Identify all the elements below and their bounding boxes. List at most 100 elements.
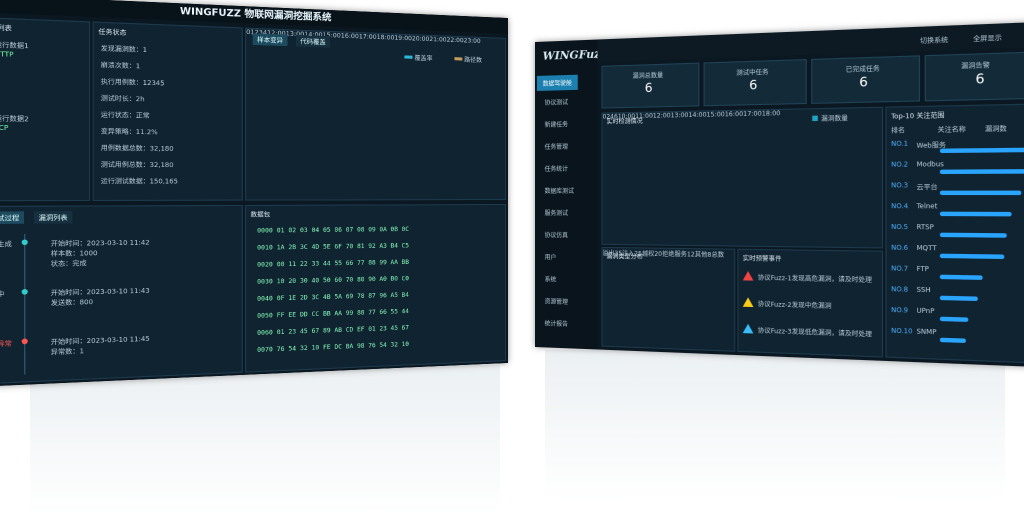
header: 关注名称 — [937, 126, 966, 135]
x-tick-label: 23:00 — [463, 37, 481, 45]
alert-text: 协议Fuzz-2发现中危漏洞 — [757, 300, 832, 311]
legend-label: 路径数 — [464, 56, 482, 65]
name: SSH — [916, 286, 931, 295]
status-row: 执行用例数：12345 — [100, 78, 165, 88]
packet-row: 0010 1A 2B 3C 4D 5E 6F 70 81 92 A3 B4 C5 — [257, 242, 409, 252]
menu-item: 任务统计 — [544, 165, 568, 173]
tab: 测试过程 — [0, 211, 25, 225]
packet-row: 0000 01 02 03 04 05 06 07 08 09 0A 0B 0C — [257, 225, 409, 235]
stage-line: 样本数：1000 — [50, 249, 98, 259]
alert-icon — [742, 270, 754, 281]
name: SNMP — [916, 328, 937, 337]
card-value: 6 — [749, 77, 758, 93]
panel-title: 数据包 — [250, 211, 271, 219]
protocol-name: 运行数据2 — [0, 115, 29, 124]
x-tick-label: 14:00 — [688, 111, 707, 120]
alerts-panel: 实时预警事件协议Fuzz-1发现高危漏洞，请及时处理 协议Fuzz-2发现中危漏洞… — [737, 248, 884, 358]
header: 排名 — [891, 127, 905, 135]
donut-center: 总数 — [711, 251, 725, 260]
rank: NO.6 — [891, 244, 909, 253]
right-dashboard: WINGFuzz 数据驾驶舱 协议测试 新建任务 任务管理 任务统计 数据库测试 服务测试协… — [535, 21, 1024, 368]
reflection — [30, 365, 500, 515]
name: UPnP — [916, 307, 935, 316]
rank: NO.9 — [891, 306, 909, 315]
rank: NO.2 — [891, 161, 909, 169]
stage-dot — [21, 239, 28, 246]
topbar-item: 切换系统 — [920, 36, 949, 46]
donut: 溢出35注入25越权20拒绝服务12其他8总数 — [602, 248, 724, 259]
stage-name: 监控异常 — [0, 340, 12, 350]
donut-panel: 漏洞类型分布 溢出35注入25越权20拒绝服务12其他8总数 — [601, 246, 736, 352]
legend-swatch — [404, 55, 413, 59]
bar — [939, 337, 967, 344]
panel-title: 协议列表 — [0, 23, 12, 33]
x-tick-label: 12:00 — [652, 112, 671, 120]
x-tick-label: 15:00 — [706, 111, 725, 119]
bar — [939, 211, 1012, 217]
packet-row: 0020 00 11 22 33 44 55 66 77 88 99 AA BB — [257, 258, 409, 269]
x-tick-label: 22:00 — [446, 36, 464, 45]
menu-item: 数据库测试 — [544, 187, 574, 196]
card-value: 6 — [859, 74, 868, 90]
x-tick-label: 18:00 — [761, 109, 781, 118]
x-tick-label: 17:00 — [358, 33, 377, 42]
protocol-panel: 协议列表 运行数据1 HTTP 运行数据2 TCP — [0, 16, 91, 202]
menu-item: 协议测试 — [544, 99, 568, 107]
stage-line: 异常数：1 — [50, 347, 85, 357]
stat-card: 漏洞告警 6 — [924, 51, 1024, 102]
legend-swatch — [812, 115, 818, 122]
x-tick-label: 13:00 — [670, 111, 689, 120]
name: RTSP — [916, 223, 934, 232]
status-row: 运行状态：正常 — [100, 111, 150, 120]
legend-label: 越权 — [642, 250, 655, 258]
panel-title: 实时预警事件 — [742, 255, 782, 264]
rank: NO.7 — [891, 264, 909, 273]
card-label: 漏洞告警 — [961, 61, 990, 71]
menu-item: 新建任务 — [544, 121, 568, 129]
card-value: 6 — [644, 80, 653, 96]
menu-item: 用户 — [544, 254, 557, 262]
chart: 024610:0011:0012:0013:0014:0015:0016:001… — [602, 110, 780, 121]
status-row: 测试时长：2h — [100, 94, 145, 104]
legend-label: 注入 — [622, 250, 635, 258]
cards: 漏洞总数量 6 测试中任务 6 已完成任务 6 漏洞告警 6 — [601, 51, 1024, 109]
alert-text: 协议Fuzz-3发现低危漏洞，请及时处理 — [757, 327, 872, 339]
legend-value: 20 — [654, 250, 663, 259]
bar — [939, 253, 1005, 260]
rank: NO.8 — [891, 285, 909, 294]
packet-row: 0040 0F 1E 2D 3C 4B 5A 69 78 87 96 A5 B4 — [257, 291, 409, 303]
menu-item: 协议仿真 — [544, 232, 568, 240]
tab: 样本变异 — [252, 33, 288, 47]
card-label: 已完成任务 — [845, 65, 880, 74]
packet-row: 0070 76 54 32 10 FE DC BA 98 76 54 32 10 — [257, 340, 409, 355]
status-row: 用例数据总数：32,180 — [100, 144, 174, 153]
x-tick-label: 18:00 — [376, 33, 395, 42]
alert-icon — [742, 297, 754, 308]
alert-icon — [742, 323, 754, 334]
menu-item: 资源管理 — [544, 298, 568, 306]
protocol-type: TCP — [0, 124, 9, 133]
legend-label: 溢出 — [602, 249, 615, 258]
packet-row: 0060 01 23 45 67 89 AB CD EF 01 23 45 67 — [257, 324, 409, 337]
x-tick-label: 21:00 — [429, 35, 447, 44]
chart-panel: 0123412:0013:0014:0015:0016:0017:0018:00… — [245, 27, 507, 201]
x-tick-label: 19:00 — [394, 34, 412, 43]
legend-label: 漏洞数量 — [821, 115, 848, 124]
menu-item: 服务测试 — [544, 210, 568, 218]
alert-text: 协议Fuzz-1发现高危漏洞，请及时处理 — [757, 274, 872, 285]
stage-line: 开始时间：2023-03-10 11:43 — [50, 287, 150, 298]
rank: NO.1 — [891, 140, 909, 149]
name: Modbus — [916, 160, 944, 169]
status-row: 测试用例总数：32,180 — [100, 161, 174, 170]
left-dashboard: WINGFUZZ 物联网漏洞挖掘系统 协议列表 运行数据1 HTTP 运行数据2 TCP… — [0, 0, 509, 388]
top10-panel: Top-10 关注范围 排名 关注名称 漏洞数 NO.1 Web服务 NO.2 Modbus N… — [885, 103, 1024, 364]
bar — [939, 169, 1024, 175]
menu-item: 任务管理 — [544, 143, 568, 151]
x-tick-label: 11:00 — [635, 112, 653, 121]
reflection — [545, 350, 1005, 500]
card-label: 漏洞总数量 — [632, 72, 664, 81]
name: MQTT — [916, 244, 937, 253]
chart-panel: 实时检测情况 024610:0011:0012:0013:0014:0015:00… — [601, 106, 884, 249]
x-tick-label: 16:00 — [724, 110, 744, 119]
